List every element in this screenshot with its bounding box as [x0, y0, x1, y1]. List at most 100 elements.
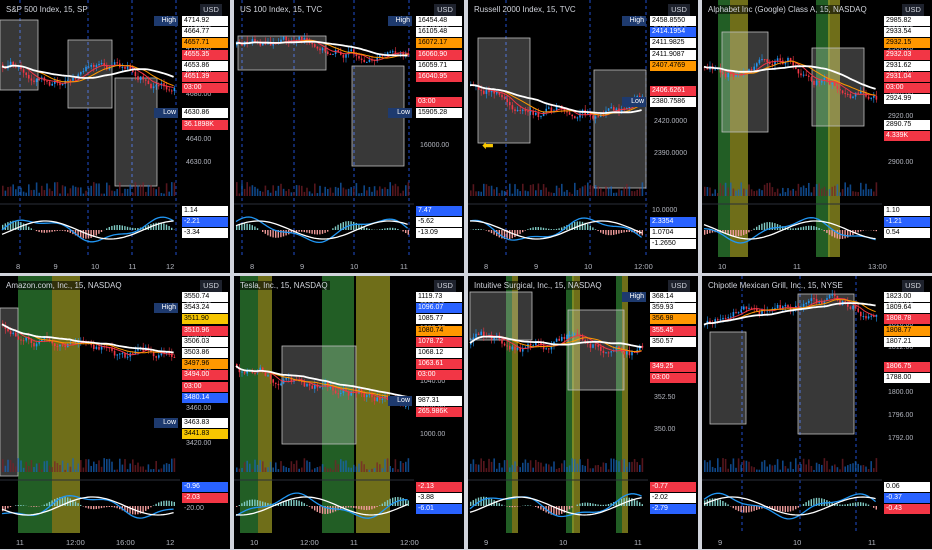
- chart-pane-1[interactable]: S&P 500 Index, 15, SPUSD4710.004700.0046…: [0, 0, 230, 273]
- volume-bar: [358, 193, 360, 196]
- volume-bar: [126, 188, 129, 196]
- macd-histogram-bar: [563, 506, 565, 513]
- volume-bar: [173, 458, 176, 472]
- candle: [137, 72, 139, 83]
- macd-histogram-bar: [633, 230, 636, 233]
- candle: [389, 50, 391, 54]
- macd-histogram-bar: [15, 220, 17, 230]
- price-chart-svg[interactable]: [702, 276, 882, 549]
- macd-histogram-bar: [246, 223, 248, 230]
- chart-title[interactable]: Intuitive Surgical, Inc., 15, NASDAQ: [472, 281, 604, 290]
- y-axis-tick: 2940.00: [888, 91, 913, 98]
- chart-title[interactable]: Amazon.com, Inc., 15, NASDAQ: [4, 281, 124, 290]
- volume-bar: [808, 459, 810, 472]
- chart-pane-8[interactable]: Chipotle Mexican Grill, Inc., 15, NYSE US…: [702, 276, 932, 549]
- currency-label[interactable]: USD: [668, 280, 690, 292]
- price-label: 4657.71: [182, 38, 228, 49]
- chart-pane-2[interactable]: US 100 Index, 15, TVCUSD16400.0016300.00…: [234, 0, 464, 273]
- macd-histogram-bar: [553, 506, 555, 516]
- macd-histogram-bar: [566, 506, 568, 512]
- volume-bar: [594, 185, 597, 196]
- chart-pane-6[interactable]: Tesla, Inc., 15, NASDAQUSD1100.001080.00…: [234, 276, 464, 549]
- candle: [158, 351, 160, 360]
- chart-title[interactable]: Alphabet Inc (Google) Class A, 15, NASDA…: [706, 5, 869, 14]
- candle: [251, 36, 254, 46]
- volume-bar: [308, 191, 311, 196]
- macd-histogram-bar: [558, 506, 560, 515]
- chart-pane-3[interactable]: Russell 2000 Index, 15, TVCUSD2450.00002…: [468, 0, 698, 273]
- currency-label[interactable]: USD: [200, 280, 222, 292]
- price-chart-svg[interactable]: [0, 0, 180, 273]
- volume-bar: [111, 190, 113, 196]
- price-chart-svg[interactable]: [0, 276, 180, 549]
- price-chart-svg[interactable]: [468, 276, 648, 549]
- macd-histogram-bar: [854, 502, 857, 506]
- chart-title[interactable]: Chipotle Mexican Grill, Inc., 15, NYSE: [706, 281, 845, 290]
- volume-bar: [119, 182, 121, 196]
- volume-bar: [337, 187, 339, 196]
- macd-histogram-bar: [158, 502, 160, 506]
- chart-title[interactable]: S&P 500 Index, 15, SP: [4, 5, 90, 14]
- candle: [813, 78, 815, 88]
- macd-histogram-bar: [116, 225, 118, 230]
- volume-bar: [243, 188, 246, 196]
- macd-histogram-bar: [353, 221, 355, 230]
- candle: [22, 65, 25, 78]
- chart-pane-4[interactable]: Alphabet Inc (Google) Class A, 15, NASDA…: [702, 0, 932, 273]
- volume-bar: [631, 191, 633, 196]
- macd-histogram-bar: [2, 224, 4, 230]
- chart-title[interactable]: Tesla, Inc., 15, NASDAQ: [238, 281, 330, 290]
- y-axis-tick: 4690.00: [186, 68, 211, 75]
- candle: [311, 383, 313, 389]
- macd-histogram-bar: [800, 227, 802, 230]
- macd-histogram-bar: [753, 506, 755, 511]
- currency-label[interactable]: USD: [434, 4, 456, 16]
- macd-histogram-bar: [59, 497, 61, 506]
- volume-bar: [288, 189, 290, 196]
- macd-histogram-bar: [373, 506, 376, 509]
- macd-histogram-bar: [379, 229, 381, 230]
- macd-histogram-bar: [290, 230, 292, 234]
- session-zone-yellow: [52, 276, 80, 533]
- ma-slow-line: [1, 64, 174, 79]
- macd-histogram-bar: [470, 501, 472, 506]
- macd-histogram-bar: [371, 229, 373, 230]
- macd-histogram-bar: [756, 506, 758, 511]
- candle: [808, 298, 810, 305]
- volume-bar: [368, 469, 371, 472]
- volume-bar: [522, 462, 524, 472]
- currency-label[interactable]: USD: [434, 280, 456, 292]
- chart-title[interactable]: US 100 Index, 15, TVC: [238, 5, 325, 14]
- currency-label[interactable]: USD: [668, 4, 690, 16]
- currency-label[interactable]: USD: [902, 280, 924, 292]
- candle: [568, 331, 571, 338]
- volume-bar: [277, 469, 280, 472]
- macd-histogram-bar: [748, 506, 750, 513]
- candle: [51, 81, 53, 87]
- volume-bar: [542, 184, 545, 196]
- candle: [155, 355, 157, 362]
- volume-bar: [852, 463, 854, 472]
- macd-histogram-bar: [407, 230, 409, 235]
- currency-label[interactable]: USD: [902, 4, 924, 16]
- price-chart-svg[interactable]: [468, 0, 648, 273]
- macd-histogram-bar: [311, 230, 313, 234]
- currency-label[interactable]: USD: [200, 4, 222, 16]
- macd-histogram-bar: [43, 230, 45, 233]
- chart-pane-7[interactable]: Intuitive Surgical, Inc., 15, NASDAQ USD 3…: [468, 276, 698, 549]
- volume-bar: [818, 183, 820, 196]
- chart-title[interactable]: Russell 2000 Index, 15, TVC: [472, 5, 578, 14]
- candle: [857, 90, 859, 95]
- price-chart-svg[interactable]: [234, 276, 414, 549]
- candle: [121, 351, 124, 358]
- macd-histogram-bar: [571, 506, 573, 508]
- volume-bar: [319, 466, 321, 472]
- price-chart-svg[interactable]: [234, 0, 414, 273]
- chart-pane-5[interactable]: Amazon.com, Inc., 15, NASDAQUSD3620.0036…: [0, 276, 230, 549]
- price-chart-svg[interactable]: [702, 0, 882, 273]
- price-label: 987.31: [416, 395, 462, 406]
- volume-bar: [493, 189, 495, 196]
- candle: [766, 58, 768, 63]
- oscillator-label: -2.02: [650, 493, 696, 503]
- volume-bar: [301, 467, 303, 472]
